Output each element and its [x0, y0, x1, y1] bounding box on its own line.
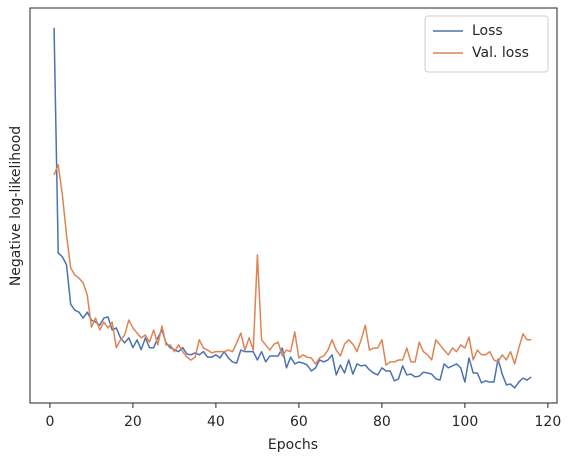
x-tick-label: 120 [535, 414, 562, 430]
x-tick-label: 20 [124, 414, 142, 430]
x-tick-label: 80 [373, 414, 391, 430]
series-line [53, 27, 532, 389]
x-tick-label: 100 [452, 414, 479, 430]
legend-box [424, 15, 549, 73]
x-tick-label: 60 [290, 414, 308, 430]
x-tick-label: 0 [45, 414, 54, 430]
plot-frame [29, 7, 558, 404]
legend-label: Loss [472, 23, 503, 39]
x-axis-label: Epochs [268, 437, 318, 453]
series-line [53, 164, 532, 366]
y-axis-label: Negative log-likelihood [8, 126, 24, 286]
legend-label: Val. loss [472, 45, 529, 61]
x-tick-label: 40 [207, 414, 225, 430]
